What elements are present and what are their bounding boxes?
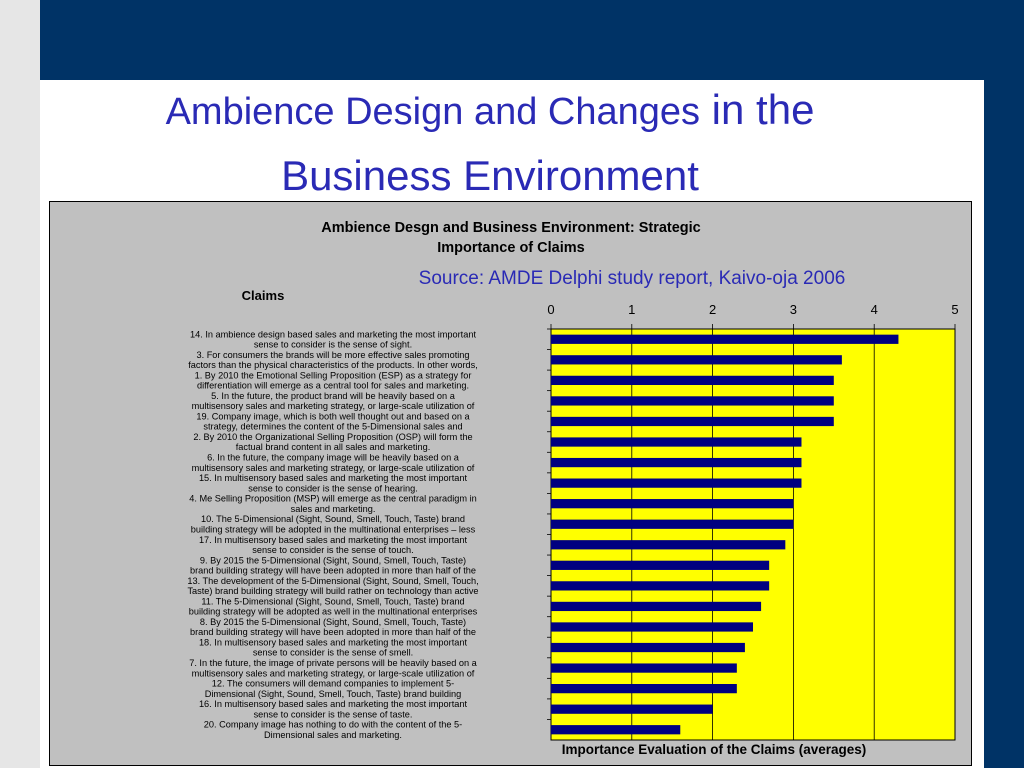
bar [551,355,842,365]
category-label: 16. In multisensory based sales and mark… [199,699,468,719]
category-label: 20. Company image has nothing to do with… [204,720,462,740]
slide-title-line2: Business Environment [281,152,699,199]
category-label: 3. For consumers the brands will be more… [188,350,478,370]
bars [547,328,899,735]
slide-title-part1: Ambience Design and Changes [165,91,701,133]
bar [551,334,899,344]
right-decor-band [984,80,1024,768]
x-tick-label: 1 [628,302,635,317]
header-band [40,0,1024,80]
bar [551,519,794,529]
x-tick-label: 5 [951,302,958,317]
bar [551,704,713,714]
category-label: 18. In multisensory based sales and mark… [199,638,468,658]
bar [551,437,802,447]
category-label: 19. Company image, which is both well th… [196,411,470,431]
category-label: 10. The 5-Dimensional (Sight, Sound, Sme… [191,514,476,534]
bar [551,375,834,385]
bar [551,725,681,735]
category-label: 11. The 5-Dimensional (Sight, Sound, Sme… [189,596,478,616]
chart-title-line1: Ambience Desgn and Business Environment:… [321,220,701,236]
category-label: 7. In the future, the image of private p… [189,658,477,678]
bar [551,457,802,468]
bar [551,560,770,570]
category-label: 8. By 2015 the 5-Dimensional (Sight, Sou… [190,617,476,637]
category-label: 14. In ambience design based sales and m… [190,329,476,349]
category-label: 12. The consumers will demand companies … [205,679,462,699]
y-axis-title: Claims [242,288,285,303]
category-label: 2. By 2010 the Organizational Selling Pr… [193,432,472,452]
bar [551,642,745,653]
chart-title-line2: Importance of Claims [437,240,584,256]
category-label: 1. By 2010 the Emotional Selling Proposi… [195,370,472,390]
bar [551,478,802,488]
category-label: 15. In multisensory based sales and mark… [199,473,468,493]
category-label: 4. Me Selling Proposition (MSP) will eme… [189,494,477,514]
x-tick-labels: 0 1 2 3 4 5 [547,302,958,317]
bar [551,396,834,406]
bar [551,622,753,632]
x-tick-label: 0 [547,302,554,317]
bar [551,416,834,427]
slide-title-line1: Ambience Design and Changes in the [60,82,920,148]
chart-source: Source: AMDE Delphi study report, Kaivo-… [419,268,846,289]
left-decor-band [0,0,40,768]
x-tick-label: 3 [790,302,797,317]
slide-title: Ambience Design and Changes in the Busin… [60,82,920,204]
bar [551,581,770,591]
category-label: 9. By 2015 the 5-Dimensional (Sight, Sou… [190,555,476,575]
plot-background [550,328,956,741]
x-tick-label: 4 [871,302,878,317]
category-label: 17. In multisensory based sales and mark… [199,535,468,555]
category-label: 5. In the future, the product brand will… [192,391,475,411]
x-tick-label: 2 [709,302,716,317]
x-axis-title: Importance Evaluation of the Claims (ave… [562,742,867,757]
category-label: 6. In the future, the company image will… [192,453,475,473]
bar [551,663,737,673]
bar [551,540,786,550]
slide-title-part2: in the [700,86,815,133]
plot-area [550,328,956,741]
bar [551,601,762,612]
category-label: 13. The development of the 5-Dimensional… [187,576,478,596]
bar [551,499,794,509]
category-labels: 14. In ambience design based sales and m… [187,329,478,740]
bar [551,684,737,694]
